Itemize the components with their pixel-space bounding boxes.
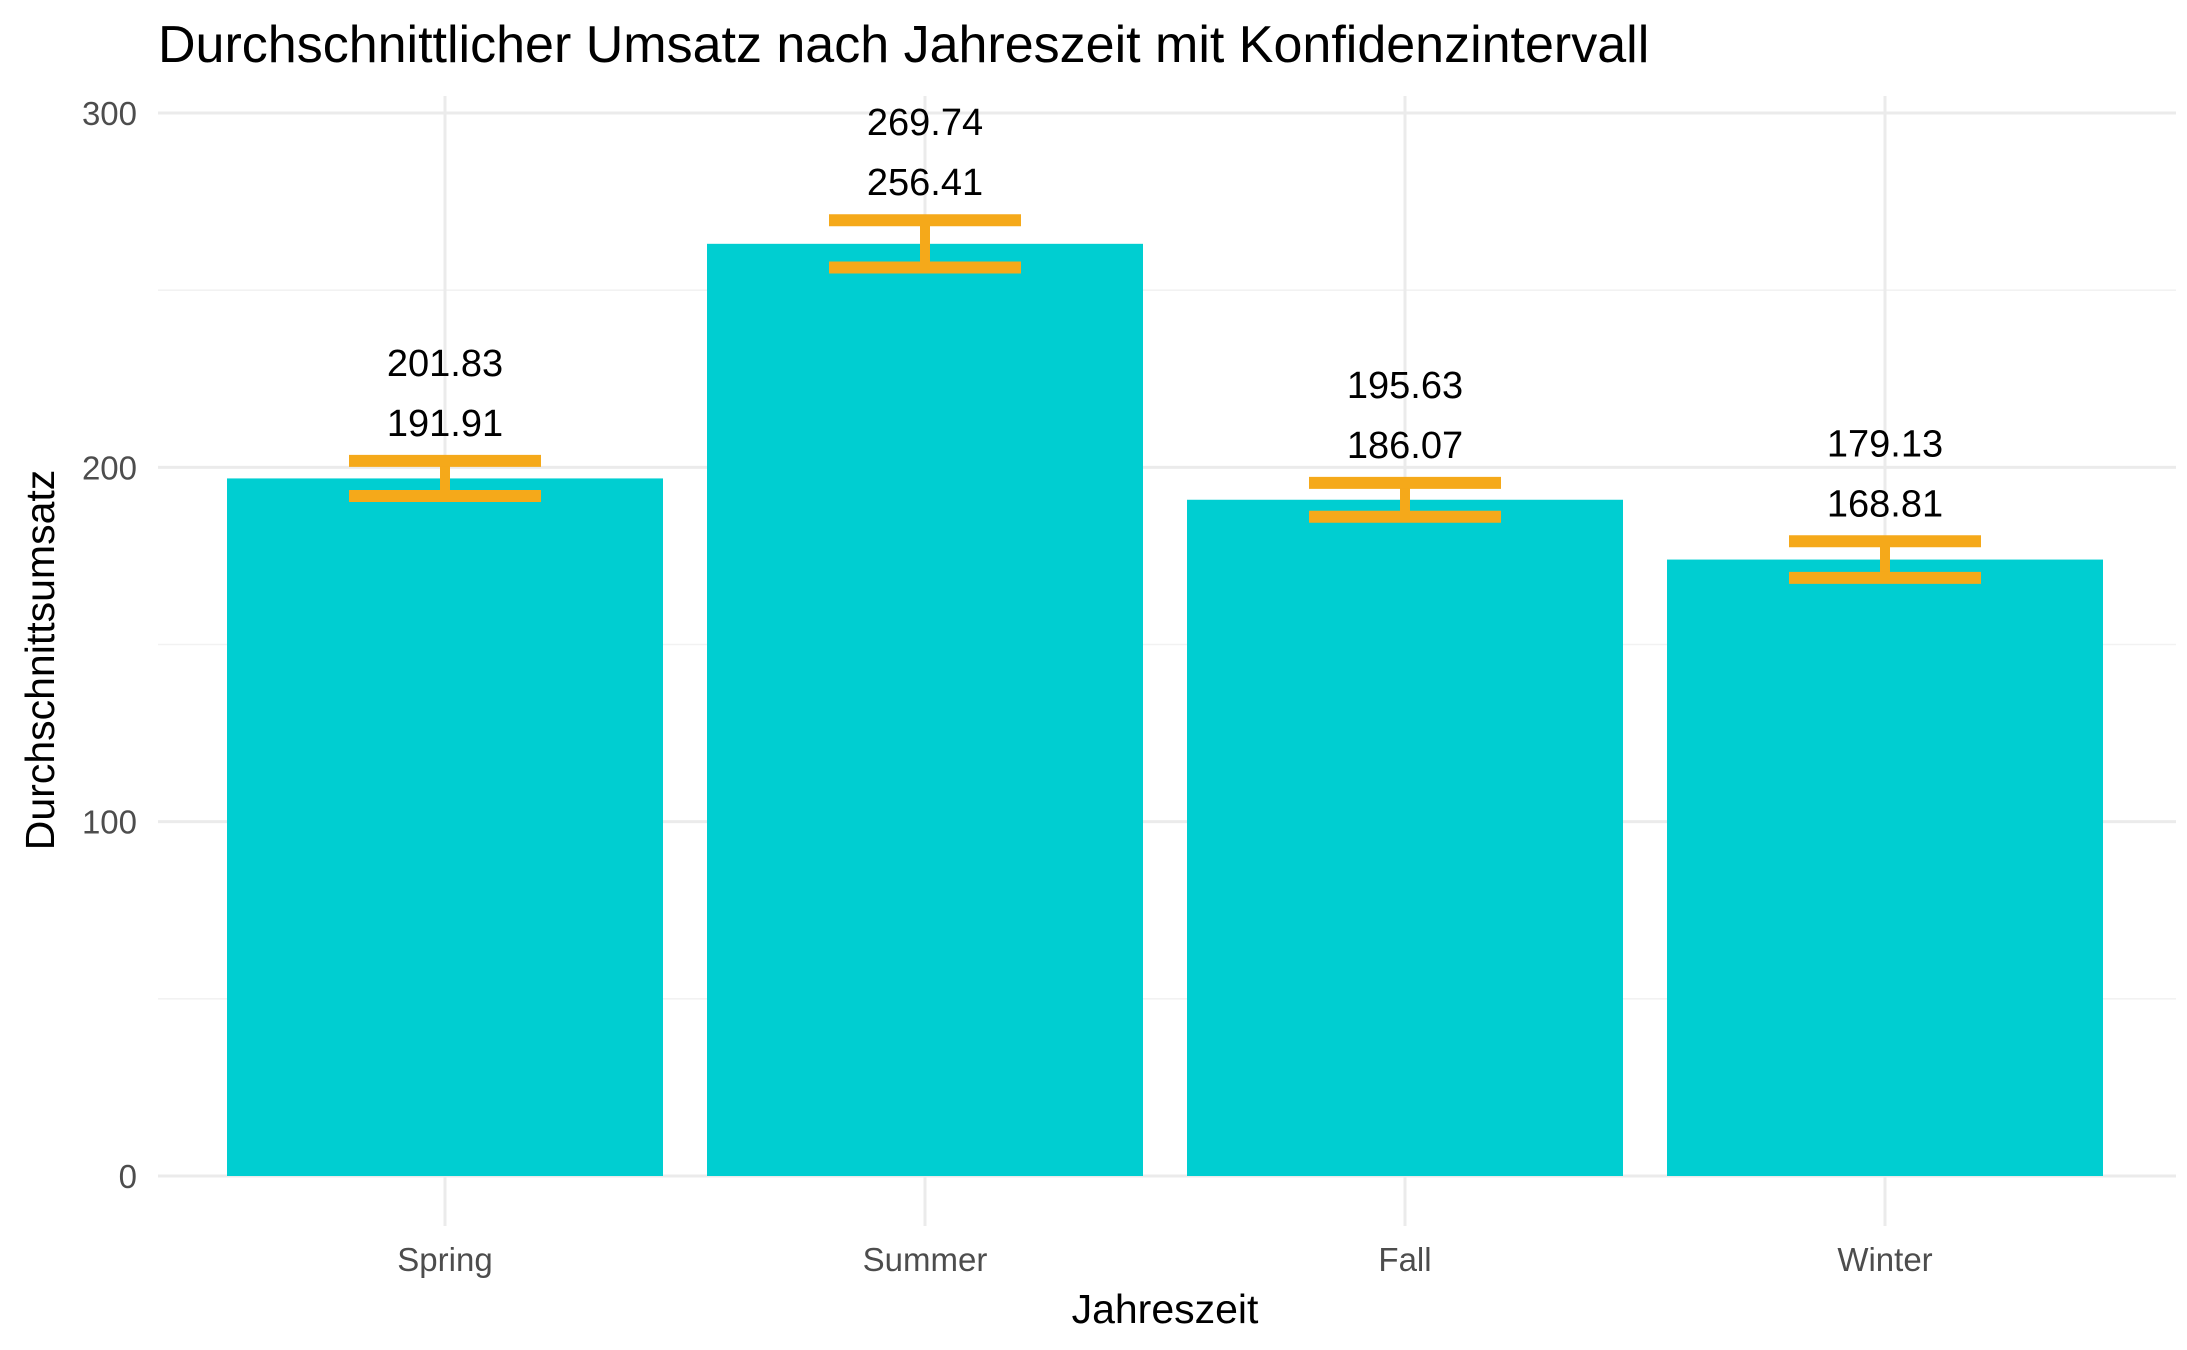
y-axis-ticks: 0 100 200 300 [82,95,137,1195]
bar-fall [1187,499,1623,1176]
label-ci-upper-summer: 269.74 [867,102,983,144]
label-ci-lower-winter: 168.81 [1827,483,1943,525]
data-labels: 191.91 201.83 256.41 269.74 186.07 195.63 168.… [387,102,1943,525]
label-ci-lower-fall: 186.07 [1347,425,1463,467]
chart-title: Durchschnittlicher Umsatz nach Jahreszei… [158,16,1649,74]
bar-summer [707,243,1143,1176]
label-ci-lower-summer: 256.41 [867,162,983,204]
x-tick-label-spring: Spring [397,1241,492,1278]
y-tick-label: 100 [82,804,137,841]
label-ci-lower-spring: 191.91 [387,403,503,445]
x-tick-label-fall: Fall [1378,1241,1431,1278]
label-ci-upper-spring: 201.83 [387,343,503,385]
x-tick-label-winter: Winter [1837,1241,1932,1278]
label-ci-upper-winter: 179.13 [1827,423,1943,465]
x-tick-label-summer: Summer [863,1241,988,1278]
bar-spring [227,478,663,1177]
y-tick-label: 300 [82,95,137,132]
y-tick-label: 200 [82,449,137,486]
x-axis-title: Jahreszeit [1072,1286,1259,1332]
y-tick-label: 0 [119,1158,137,1195]
bar-winter [1667,559,2103,1176]
label-ci-upper-fall: 195.63 [1347,365,1463,407]
bars [227,243,2103,1177]
x-axis-ticks: Spring Summer Fall Winter [397,1241,1932,1278]
y-axis-title: Durchschnittsumsatz [17,470,63,851]
error-bars [349,214,1981,584]
